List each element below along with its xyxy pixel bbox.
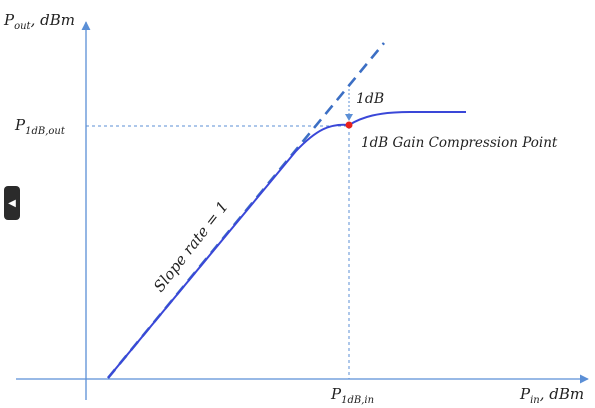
y-axis-title-main: P <box>3 11 15 29</box>
compression-point-label: 1dB Gain Compression Point <box>361 135 558 151</box>
y-axis-title: Pout, dBm <box>3 11 75 32</box>
p1db-in-main: P <box>330 385 342 403</box>
x-axis-title-main: P <box>519 385 531 403</box>
p1db-out-sub: 1dB,out <box>25 126 66 137</box>
p1db-in-label: P1dB,in <box>330 385 374 406</box>
p1db-in-sub: 1dB,in <box>341 395 374 406</box>
x-axis-title-unit: , dBm <box>540 385 584 403</box>
x-axis-title: Pin, dBm <box>519 385 584 406</box>
side-collapse-tab[interactable]: ◀ <box>4 186 20 220</box>
y-axis-title-sub: out <box>14 21 31 32</box>
collapse-left-icon: ◀ <box>8 197 16 209</box>
delta-arrow-head <box>345 114 353 121</box>
x-axis-title-sub: in <box>530 395 540 406</box>
delta-label: 1dB <box>356 91 384 107</box>
p1db-out-label: P1dB,out <box>14 116 66 137</box>
compression-point-marker <box>345 121 353 129</box>
y-axis-title-unit: , dBm <box>31 11 75 29</box>
slope-label: Slope rate = 1 <box>150 198 232 296</box>
p1db-out-main: P <box>14 116 26 134</box>
gain-curve <box>107 111 466 379</box>
